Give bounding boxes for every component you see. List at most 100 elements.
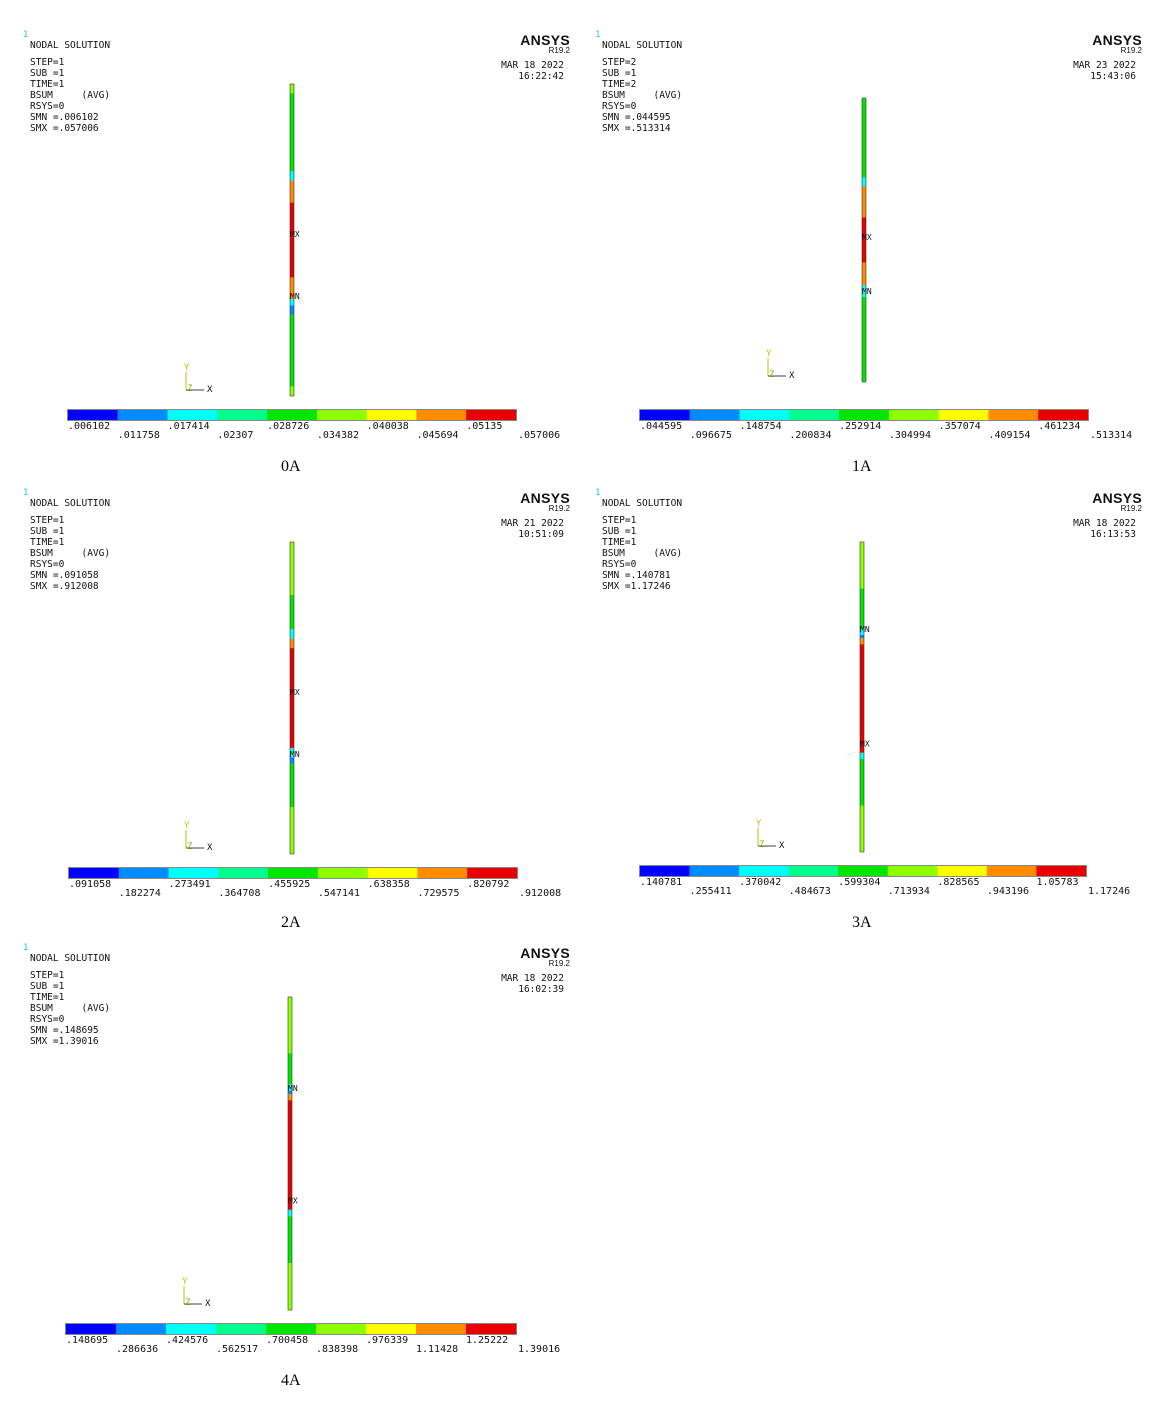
legend-tick-label: .252914 (839, 421, 882, 432)
legend-swatch (789, 410, 840, 420)
beam-band (860, 638, 864, 645)
legend-swatch (466, 410, 516, 420)
beam-band (860, 805, 864, 852)
panel-caption: 4A (281, 1372, 301, 1389)
legend-swatch (416, 1324, 466, 1334)
beam-band (288, 1209, 292, 1217)
legend-tick-label: .255411 (689, 886, 732, 897)
legend-tick-label: 1.25222 (466, 1335, 509, 1346)
legend-swatch (218, 868, 269, 878)
version-label: R19.2 (548, 46, 570, 55)
beam-band (288, 1094, 292, 1101)
window-number: 1 (595, 30, 601, 40)
date-label: MAR 18 2022 (501, 973, 564, 984)
date-label: MAR 23 2022 (1073, 60, 1136, 71)
legend-swatch (366, 1324, 416, 1334)
plot-panel-4a: 1 NODAL SOLUTION STEP=1 SUB =1 TIME=1 BSUM (A… (20, 943, 580, 1393)
legend-tick-label: .599304 (838, 877, 881, 888)
legend-tick-label: .820792 (467, 879, 510, 890)
legend-tick-label: .700458 (266, 1335, 309, 1346)
solution-info-line: TIME=1 (30, 79, 65, 90)
solution-info-line: TIME=2 (602, 79, 637, 90)
legend-tick-label: .357074 (938, 421, 981, 432)
beam-band (860, 588, 864, 629)
brand-name: ANSYS (1092, 490, 1142, 506)
plot-panel-3a: 1 NODAL SOLUTION STEP=1 SUB =1 TIME=1 BSUM (A… (592, 488, 1152, 938)
version-label: R19.2 (548, 504, 570, 513)
plot-panel-0a: 1 NODAL SOLUTION STEP=1 SUB =1 TIME=1 BSUM (A… (20, 30, 580, 480)
legend-swatch (69, 868, 119, 878)
ansys-logo: ANSYS R19.2 (520, 490, 570, 513)
mn-marker: MN (860, 625, 870, 634)
legend-tick-label: .304994 (888, 430, 932, 441)
window-number: 1 (595, 488, 601, 498)
legend-tick-label: .943196 (986, 886, 1030, 897)
legend-tick-label: .461234 (1038, 421, 1081, 432)
solution-info-line: STEP=1 (30, 515, 65, 526)
axis-z-label: Z (759, 840, 765, 850)
time-label: 15:43:06 (1090, 71, 1136, 82)
solution-info-line: SMX =.057006 (30, 123, 99, 134)
legend-tick-label: .044595 (640, 421, 683, 432)
axis-y-label: Y (766, 349, 772, 359)
beam-band (860, 635, 864, 639)
legend-swatch (1038, 410, 1088, 420)
mx-marker: MX (290, 688, 300, 697)
brand-name: ANSYS (520, 32, 570, 48)
legend-tick-label: .364708 (218, 888, 261, 899)
solution-info-line: SMN =.148695 (30, 1025, 99, 1036)
beam-band (860, 644, 864, 753)
legend-swatch (166, 1324, 216, 1334)
legend-swatch (68, 410, 118, 420)
legend-tick-label: .513314 (1090, 430, 1133, 441)
solution-info-line: SUB =1 (30, 68, 65, 79)
legend-tick-label: .006102 (68, 421, 111, 432)
beam-band (288, 1263, 292, 1310)
legend-tick-label: .562517 (216, 1344, 259, 1355)
time-label: 16:13:53 (1090, 529, 1136, 540)
brand-name: ANSYS (520, 945, 570, 961)
solution-title: NODAL SOLUTION (30, 953, 111, 964)
solution-info-line: RSYS=0 (30, 559, 65, 570)
legend-swatch (217, 410, 268, 420)
legend-swatch (366, 410, 417, 420)
legend-swatch (367, 868, 418, 878)
beam-band (862, 186, 866, 218)
solution-info-line: STEP=1 (30, 57, 65, 68)
plot-panel-2a: 1 NODAL SOLUTION STEP=1 SUB =1 TIME=1 BSUM (A… (20, 488, 580, 938)
beam-outline (859, 541, 865, 853)
axis-z-label: Z (185, 1298, 191, 1308)
beam-band (860, 628, 864, 635)
beam-outline (287, 996, 293, 1311)
beam-outline (289, 541, 295, 855)
legend-tick-label: .017414 (167, 421, 210, 432)
legend-swatch (887, 866, 938, 876)
legend-tick-label: .912008 (519, 888, 562, 899)
solution-info-line: TIME=1 (30, 537, 65, 548)
legend-swatch (167, 410, 218, 420)
legend-swatch (838, 866, 888, 876)
solution-info-line: STEP=2 (602, 57, 637, 68)
beam-band (290, 629, 294, 639)
beam-band (290, 314, 294, 387)
beam-band (862, 217, 866, 263)
legend-swatch (739, 866, 789, 876)
solution-info-line: BSUM (AVG) (30, 548, 111, 559)
solution-info-line: SUB =1 (602, 526, 637, 537)
timestamp: MAR 18 2022 16:02:39 (501, 973, 564, 995)
legend-swatch (1036, 866, 1086, 876)
solution-info: NODAL SOLUTION STEP=1 SUB =1 TIME=1 BSUM (AV… (30, 498, 110, 592)
beam-band (290, 757, 294, 764)
mx-marker: MX (290, 230, 300, 239)
legend-swatch (216, 1324, 266, 1334)
solution-title: NODAL SOLUTION (602, 40, 683, 51)
solution-info-line: RSYS=0 (30, 1014, 65, 1025)
legend-tick-label: .05135 (466, 421, 503, 432)
legend-swatch (266, 1324, 316, 1334)
legend-swatch (316, 1324, 366, 1334)
axis-y-label: Y (182, 1277, 188, 1287)
axis-z-label: Z (187, 384, 193, 394)
